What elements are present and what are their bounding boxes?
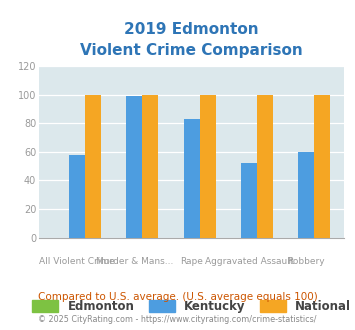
Text: Murder & Mans...: Murder & Mans... xyxy=(95,257,173,266)
Text: Aggravated Assault: Aggravated Assault xyxy=(205,257,293,266)
Bar xyxy=(184,119,200,238)
Bar xyxy=(257,95,273,238)
Text: Rape: Rape xyxy=(180,257,203,266)
Bar xyxy=(241,163,257,238)
Bar xyxy=(142,95,158,238)
Bar xyxy=(69,155,85,238)
Text: © 2025 CityRating.com - https://www.cityrating.com/crime-statistics/: © 2025 CityRating.com - https://www.city… xyxy=(38,315,317,324)
Bar xyxy=(200,95,216,238)
Bar xyxy=(85,95,101,238)
Text: Robbery: Robbery xyxy=(288,257,325,266)
Legend: Edmonton, Kentucky, National: Edmonton, Kentucky, National xyxy=(27,295,355,317)
Bar xyxy=(315,95,331,238)
Text: All Violent Crime: All Violent Crime xyxy=(39,257,115,266)
Text: Compared to U.S. average. (U.S. average equals 100): Compared to U.S. average. (U.S. average … xyxy=(38,292,317,302)
Title: 2019 Edmonton
Violent Crime Comparison: 2019 Edmonton Violent Crime Comparison xyxy=(80,22,303,58)
Bar xyxy=(298,152,315,238)
Bar xyxy=(126,96,142,238)
